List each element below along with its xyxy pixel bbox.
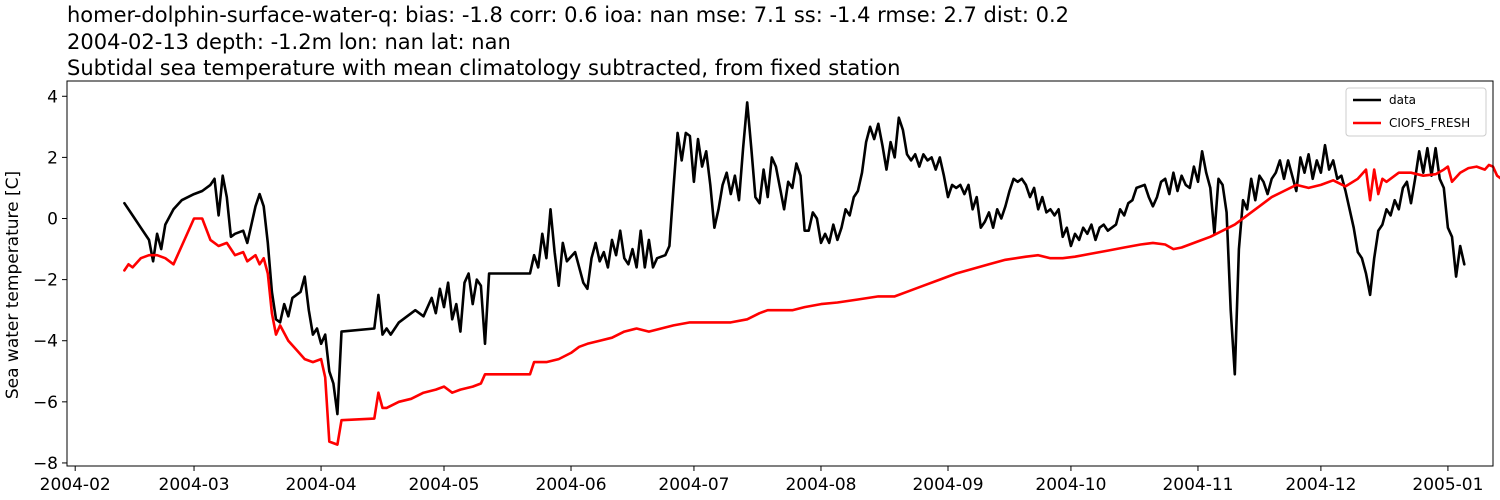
- x-tick-label: 2004-08: [785, 475, 856, 495]
- y-tick-label: −4: [33, 332, 58, 352]
- legend-label: CIOFS_FRESH: [1389, 116, 1470, 130]
- y-tick-label: 0: [47, 210, 58, 230]
- x-tick-label: 2004-09: [912, 475, 983, 495]
- series-lines: [123, 101, 1500, 446]
- x-tick-label: 2004-10: [1035, 475, 1106, 495]
- x-tick-label: 2005-01: [1412, 475, 1483, 495]
- x-tick-label: 2004-04: [286, 475, 357, 495]
- x-tick-label: 2004-12: [1285, 475, 1356, 495]
- y-tick-label: 4: [47, 87, 58, 107]
- series-line-ciofs-fresh: [123, 163, 1500, 446]
- x-tick-label: 2004-03: [159, 475, 230, 495]
- y-axis-label: Sea water temperature [C]: [3, 171, 23, 399]
- plot-frame: [66, 80, 1494, 467]
- plot-area: [66, 80, 1500, 467]
- y-tick-label: 2: [47, 148, 58, 168]
- title-line-stats: homer-dolphin-surface-water-q: bias: -1.…: [67, 3, 1069, 27]
- x-tick-label: 2004-11: [1162, 475, 1233, 495]
- legend-label: data: [1389, 93, 1416, 107]
- y-axis: 4 2 0 −2 −4 −6 −8: [33, 87, 67, 474]
- title-line-station: 2004-02-13 depth: -1.2m lon: nan lat: na…: [67, 30, 511, 54]
- title-line-description: Subtidal sea temperature with mean clima…: [67, 56, 900, 80]
- x-tick-label: 2004-07: [658, 475, 729, 495]
- y-tick-label: −6: [33, 393, 58, 413]
- y-tick-label: −8: [33, 454, 58, 474]
- x-axis: 2004-02 2004-03 2004-04 2004-05 2004-06 2004-…: [40, 466, 1483, 495]
- x-tick-label: 2004-06: [536, 475, 607, 495]
- series-line-data: [123, 101, 1466, 416]
- x-tick-label: 2004-05: [408, 475, 479, 495]
- x-tick-label: 2004-02: [40, 475, 111, 495]
- chart-title: homer-dolphin-surface-water-q: bias: -1.…: [67, 3, 1069, 80]
- legend: data CIOFS_FRESH: [1345, 87, 1487, 137]
- y-tick-label: −2: [33, 271, 58, 291]
